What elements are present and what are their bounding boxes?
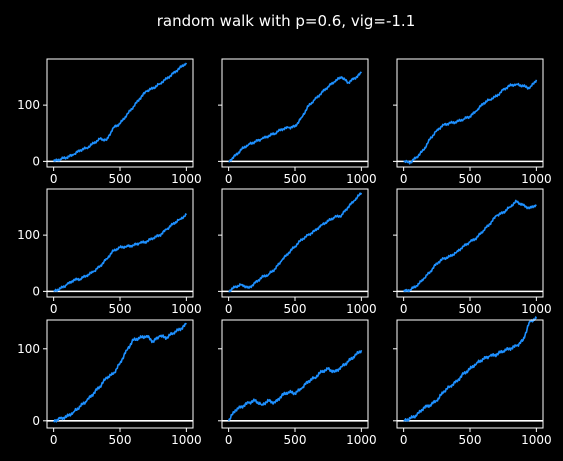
series-line [403,316,538,422]
x-tick-label: 500 [284,172,307,186]
x-tick-label: 500 [284,433,307,447]
subplot-2: 0 500 1000 [218,58,377,186]
subplot-7: 0 500 1000 0 100 [17,319,202,447]
x-tick-label: 0 [400,433,408,447]
subplot-4: 0 500 1000 0 100 [17,188,202,316]
subplot-6: 0 500 1000 [393,188,552,316]
x-tick-label: 0 [400,172,408,186]
x-tick-label: 1000 [171,302,202,316]
x-tick-label: 500 [109,172,132,186]
x-tick-label: 500 [459,433,482,447]
series-line [228,192,363,293]
x-tick-label: 1000 [346,172,377,186]
series-line [402,199,537,293]
x-tick-label: 500 [284,302,307,316]
x-tick-label: 1000 [521,433,552,447]
y-tick-label: 0 [32,414,40,428]
y-tick-label: 0 [32,284,40,298]
series-line [403,79,538,165]
x-tick-label: 1000 [346,433,377,447]
series-line [52,62,188,162]
series-line [53,213,188,293]
x-tick-label: 0 [225,302,233,316]
series-line [227,349,363,422]
x-tick-label: 1000 [521,302,552,316]
y-tick-label: 0 [32,154,40,168]
x-tick-label: 0 [225,433,233,447]
subplot-8: 0 500 1000 [218,319,377,447]
x-tick-label: 1000 [346,302,377,316]
x-tick-label: 500 [459,172,482,186]
y-tick-label: 100 [17,342,40,356]
y-tick-label: 100 [17,98,40,112]
x-tick-label: 0 [400,302,408,316]
figure-title: random walk with p=0.6, vig=-1.1 [157,12,416,30]
x-tick-label: 1000 [171,172,202,186]
x-tick-label: 0 [50,433,58,447]
subplot-1: 0 500 1000 0 100 [17,58,202,186]
x-tick-label: 0 [225,172,233,186]
series-line [52,322,187,423]
x-tick-label: 500 [109,433,132,447]
subplot-5: 0 500 1000 [218,188,377,316]
subplot-9: 0 500 1000 [393,316,552,447]
x-tick-label: 1000 [521,172,552,186]
x-tick-label: 500 [109,302,132,316]
x-tick-label: 0 [50,302,58,316]
x-tick-label: 1000 [171,433,202,447]
x-tick-label: 0 [50,172,58,186]
series-line [228,71,363,163]
y-tick-label: 100 [17,228,40,242]
x-tick-label: 500 [459,302,482,316]
subplot-3: 0 500 1000 [393,58,552,186]
